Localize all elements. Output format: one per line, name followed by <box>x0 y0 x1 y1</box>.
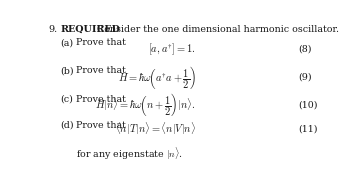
Text: $\langle n|T|n\rangle = \langle n|V|n\rangle$: $\langle n|T|n\rangle = \langle n|V|n\ra… <box>114 121 196 137</box>
Text: Consider the one dimensional harmonic oscillator.: Consider the one dimensional harmonic os… <box>94 25 339 34</box>
Text: (b): (b) <box>60 66 74 76</box>
Text: (c): (c) <box>60 94 73 104</box>
Text: (10): (10) <box>299 100 318 109</box>
Text: (8): (8) <box>299 45 312 54</box>
Text: Prove that: Prove that <box>76 38 126 47</box>
Text: (a): (a) <box>60 38 73 47</box>
Text: $H|n\rangle = \hbar\omega\!\left(n + \dfrac{1}{2}\right)|n\rangle.$: $H|n\rangle = \hbar\omega\!\left(n + \df… <box>95 91 196 118</box>
Text: Prove that: Prove that <box>76 94 126 104</box>
Text: Prove that: Prove that <box>76 121 126 130</box>
Text: $[a, a^{\dagger}] = 1.$: $[a, a^{\dagger}] = 1.$ <box>148 41 196 57</box>
Text: Prove that: Prove that <box>76 66 126 76</box>
Text: $H = \hbar\omega\!\left(a^{\dagger}a + \dfrac{1}{2}\right)$: $H = \hbar\omega\!\left(a^{\dagger}a + \… <box>118 64 196 91</box>
Text: 9.: 9. <box>49 25 58 34</box>
Text: for any eigenstate $|n\rangle$.: for any eigenstate $|n\rangle$. <box>76 146 183 162</box>
Text: (d): (d) <box>60 121 74 130</box>
Text: REQUIRED: REQUIRED <box>60 25 120 34</box>
Text: (11): (11) <box>299 124 318 133</box>
Text: (9): (9) <box>299 73 312 82</box>
